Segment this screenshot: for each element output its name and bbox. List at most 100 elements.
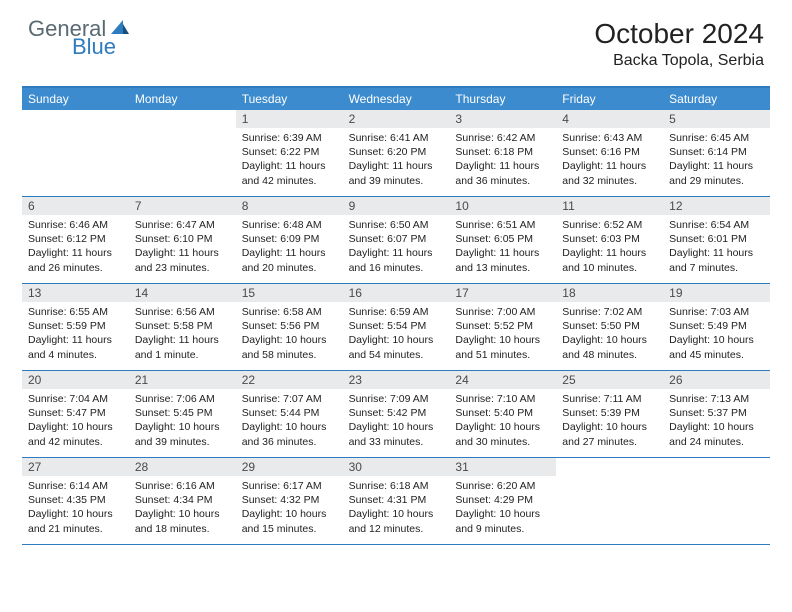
day-number: 27 — [22, 458, 129, 476]
day-line: Daylight: 11 hours and 42 minutes. — [242, 159, 337, 187]
day-line: Daylight: 10 hours and 51 minutes. — [455, 333, 550, 361]
location-label: Backa Topola, Serbia — [594, 52, 764, 70]
dow-cell: Saturday — [663, 88, 770, 110]
day-line: Daylight: 10 hours and 27 minutes. — [562, 420, 657, 448]
day-line: Daylight: 11 hours and 32 minutes. — [562, 159, 657, 187]
day-body: Sunrise: 6:14 AMSunset: 4:35 PMDaylight:… — [22, 476, 129, 540]
day-line: Sunrise: 7:11 AM — [562, 392, 657, 406]
day-number: 2 — [343, 110, 450, 128]
day-body — [663, 476, 770, 483]
day-cell: 9Sunrise: 6:50 AMSunset: 6:07 PMDaylight… — [343, 197, 450, 283]
day-line: Sunrise: 6:48 AM — [242, 218, 337, 232]
day-cell: 25Sunrise: 7:11 AMSunset: 5:39 PMDayligh… — [556, 371, 663, 457]
dow-row: SundayMondayTuesdayWednesdayThursdayFrid… — [22, 88, 770, 110]
day-number: 20 — [22, 371, 129, 389]
day-line: Sunrise: 6:42 AM — [455, 131, 550, 145]
day-line: Sunrise: 6:14 AM — [28, 479, 123, 493]
dow-cell: Thursday — [449, 88, 556, 110]
day-line: Sunrise: 6:59 AM — [349, 305, 444, 319]
day-cell: 11Sunrise: 6:52 AMSunset: 6:03 PMDayligh… — [556, 197, 663, 283]
week-row: 20Sunrise: 7:04 AMSunset: 5:47 PMDayligh… — [22, 371, 770, 458]
day-body: Sunrise: 7:09 AMSunset: 5:42 PMDaylight:… — [343, 389, 450, 453]
day-line: Sunset: 4:35 PM — [28, 493, 123, 507]
day-line: Daylight: 10 hours and 33 minutes. — [349, 420, 444, 448]
day-cell: 31Sunrise: 6:20 AMSunset: 4:29 PMDayligh… — [449, 458, 556, 544]
day-number: 22 — [236, 371, 343, 389]
day-cell: 29Sunrise: 6:17 AMSunset: 4:32 PMDayligh… — [236, 458, 343, 544]
day-line: Daylight: 11 hours and 26 minutes. — [28, 246, 123, 274]
day-line: Sunset: 6:14 PM — [669, 145, 764, 159]
day-cell: 1Sunrise: 6:39 AMSunset: 6:22 PMDaylight… — [236, 110, 343, 196]
day-line: Sunset: 6:12 PM — [28, 232, 123, 246]
day-line: Sunset: 6:09 PM — [242, 232, 337, 246]
day-number: 11 — [556, 197, 663, 215]
day-line: Sunrise: 7:09 AM — [349, 392, 444, 406]
header: GeneralBlue October 2024 Backa Topola, S… — [0, 0, 792, 78]
day-cell: 13Sunrise: 6:55 AMSunset: 5:59 PMDayligh… — [22, 284, 129, 370]
day-body: Sunrise: 6:45 AMSunset: 6:14 PMDaylight:… — [663, 128, 770, 192]
day-number: 5 — [663, 110, 770, 128]
day-line: Daylight: 11 hours and 29 minutes. — [669, 159, 764, 187]
day-number: 29 — [236, 458, 343, 476]
day-cell: 8Sunrise: 6:48 AMSunset: 6:09 PMDaylight… — [236, 197, 343, 283]
day-line: Daylight: 10 hours and 36 minutes. — [242, 420, 337, 448]
day-cell: 2Sunrise: 6:41 AMSunset: 6:20 PMDaylight… — [343, 110, 450, 196]
day-body: Sunrise: 6:59 AMSunset: 5:54 PMDaylight:… — [343, 302, 450, 366]
day-line: Sunset: 5:42 PM — [349, 406, 444, 420]
day-line: Sunset: 4:29 PM — [455, 493, 550, 507]
day-number: 9 — [343, 197, 450, 215]
day-line: Sunset: 5:44 PM — [242, 406, 337, 420]
day-body: Sunrise: 6:47 AMSunset: 6:10 PMDaylight:… — [129, 215, 236, 279]
day-line: Daylight: 10 hours and 42 minutes. — [28, 420, 123, 448]
day-body: Sunrise: 6:39 AMSunset: 6:22 PMDaylight:… — [236, 128, 343, 192]
day-line: Daylight: 10 hours and 54 minutes. — [349, 333, 444, 361]
day-line: Sunset: 5:45 PM — [135, 406, 230, 420]
day-body: Sunrise: 6:51 AMSunset: 6:05 PMDaylight:… — [449, 215, 556, 279]
day-number — [22, 110, 129, 128]
day-cell: 10Sunrise: 6:51 AMSunset: 6:05 PMDayligh… — [449, 197, 556, 283]
day-cell: 30Sunrise: 6:18 AMSunset: 4:31 PMDayligh… — [343, 458, 450, 544]
day-number: 6 — [22, 197, 129, 215]
day-cell: 15Sunrise: 6:58 AMSunset: 5:56 PMDayligh… — [236, 284, 343, 370]
day-line: Sunset: 4:32 PM — [242, 493, 337, 507]
day-line: Sunrise: 6:18 AM — [349, 479, 444, 493]
day-number: 15 — [236, 284, 343, 302]
week-row: 27Sunrise: 6:14 AMSunset: 4:35 PMDayligh… — [22, 458, 770, 545]
day-line: Sunrise: 6:20 AM — [455, 479, 550, 493]
day-line: Sunset: 5:49 PM — [669, 319, 764, 333]
logo-text-blue: Blue — [72, 36, 131, 58]
day-number: 17 — [449, 284, 556, 302]
day-line: Sunrise: 7:04 AM — [28, 392, 123, 406]
dow-cell: Sunday — [22, 88, 129, 110]
day-cell: 14Sunrise: 6:56 AMSunset: 5:58 PMDayligh… — [129, 284, 236, 370]
day-line: Sunset: 5:56 PM — [242, 319, 337, 333]
day-body: Sunrise: 6:58 AMSunset: 5:56 PMDaylight:… — [236, 302, 343, 366]
day-number: 14 — [129, 284, 236, 302]
day-line: Daylight: 10 hours and 21 minutes. — [28, 507, 123, 535]
day-body: Sunrise: 7:02 AMSunset: 5:50 PMDaylight:… — [556, 302, 663, 366]
day-body: Sunrise: 7:13 AMSunset: 5:37 PMDaylight:… — [663, 389, 770, 453]
day-line: Daylight: 11 hours and 4 minutes. — [28, 333, 123, 361]
day-cell: 17 Sunrise: 7:00 AMSunset: 5:52 PMDayligh… — [449, 284, 556, 370]
day-line: Daylight: 10 hours and 39 minutes. — [135, 420, 230, 448]
day-line: Sunrise: 7:00 AM — [455, 305, 550, 319]
day-body: Sunrise: 6:17 AMSunset: 4:32 PMDaylight:… — [236, 476, 343, 540]
day-line: Daylight: 10 hours and 30 minutes. — [455, 420, 550, 448]
day-cell: 4Sunrise: 6:43 AMSunset: 6:16 PMDaylight… — [556, 110, 663, 196]
day-line: Sunset: 6:20 PM — [349, 145, 444, 159]
day-line: Daylight: 11 hours and 16 minutes. — [349, 246, 444, 274]
day-number — [129, 110, 236, 128]
day-line: Sunrise: 6:52 AM — [562, 218, 657, 232]
dow-cell: Wednesday — [343, 88, 450, 110]
day-line: Daylight: 11 hours and 1 minute. — [135, 333, 230, 361]
day-line: Sunrise: 6:51 AM — [455, 218, 550, 232]
day-line: Sunrise: 6:41 AM — [349, 131, 444, 145]
day-line: Sunrise: 6:17 AM — [242, 479, 337, 493]
day-line: Sunset: 6:10 PM — [135, 232, 230, 246]
day-number: 8 — [236, 197, 343, 215]
day-number: 28 — [129, 458, 236, 476]
day-line: Sunrise: 7:07 AM — [242, 392, 337, 406]
day-body: Sunrise: 6:20 AMSunset: 4:29 PMDaylight:… — [449, 476, 556, 540]
day-line: Sunrise: 7:03 AM — [669, 305, 764, 319]
day-line: Sunset: 5:52 PM — [455, 319, 550, 333]
